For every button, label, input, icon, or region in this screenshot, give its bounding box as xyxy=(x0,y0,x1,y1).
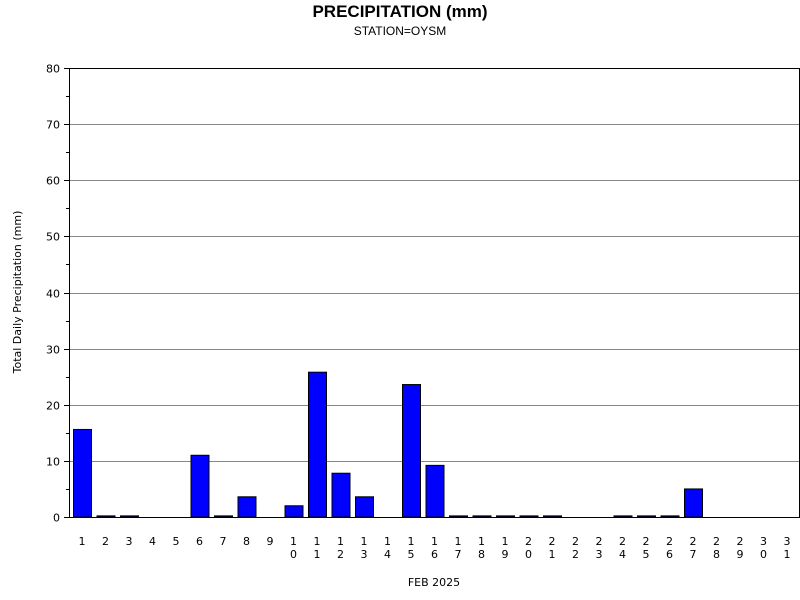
bar-day-10 xyxy=(284,505,304,518)
bar-day-2 xyxy=(96,515,116,518)
x-tick-label: 3 xyxy=(361,548,368,561)
x-tick-label: 1 xyxy=(502,535,509,548)
x-tick-label: 1 xyxy=(79,535,86,548)
x-tick-label: 2 xyxy=(572,548,579,561)
x-tick-label: 3 xyxy=(596,548,603,561)
bar-day-21 xyxy=(543,515,562,518)
bar-day-16 xyxy=(425,464,445,518)
x-axis: 1 2 3 4 5 6 7 8 9 1011121314151617181920212223242… xyxy=(79,535,791,561)
x-tick-label: 7 xyxy=(220,535,227,548)
bar-day-6 xyxy=(190,454,210,518)
x-tick-label: 4 xyxy=(619,548,626,561)
x-tick-label: 3 xyxy=(126,535,133,548)
x-tick-label: 7 xyxy=(690,548,697,561)
x-tick-label: 1 xyxy=(431,535,438,548)
x-tick-label: 5 xyxy=(408,548,415,561)
x-tick-label: 6 xyxy=(431,548,438,561)
x-tick-label: 9 xyxy=(502,548,509,561)
x-tick-label: 2 xyxy=(690,535,697,548)
bar-day-20 xyxy=(519,515,539,518)
chart-title: PRECIPITATION (mm) xyxy=(312,2,488,21)
y-tick-label: 30 xyxy=(46,344,60,357)
y-tick-label: 70 xyxy=(46,119,60,132)
x-tick-label: 3 xyxy=(784,535,791,548)
y-axis: 0 10 20 30 40 50 60 70 80 xyxy=(46,63,69,525)
bar-day-27 xyxy=(684,488,703,518)
x-tick-label: 2 xyxy=(549,535,556,548)
x-tick-label: 2 xyxy=(102,535,109,548)
x-tick-label: 9 xyxy=(267,535,274,548)
bar-day-1 xyxy=(73,428,92,518)
x-tick-label: 1 xyxy=(290,535,297,548)
x-tick-label: 0 xyxy=(525,548,532,561)
x-tick-label: 1 xyxy=(478,535,485,548)
x-tick-label: 1 xyxy=(549,548,556,561)
y-tick-label: 60 xyxy=(46,175,60,188)
x-tick-label: 4 xyxy=(384,548,391,561)
x-tick-label: 1 xyxy=(337,535,344,548)
y-tick-label: 40 xyxy=(46,288,60,301)
x-tick-label: 2 xyxy=(737,535,744,548)
x-tick-label: 0 xyxy=(760,548,767,561)
y-tick-label: 80 xyxy=(46,63,60,76)
x-tick-label: 1 xyxy=(361,535,368,548)
x-tick-label: 8 xyxy=(243,535,250,548)
chart-subtitle: STATION=OYSM xyxy=(353,24,447,38)
x-tick-label: 3 xyxy=(760,535,767,548)
bar-day-3 xyxy=(120,515,139,518)
x-tick-label: 1 xyxy=(384,535,391,548)
bar-day-19 xyxy=(496,515,515,518)
x-tick-label: 0 xyxy=(290,548,297,561)
bar-day-25 xyxy=(637,515,656,518)
x-tick-label: 2 xyxy=(666,535,673,548)
bar-day-15 xyxy=(402,384,421,518)
x-tick-label: 7 xyxy=(455,548,462,561)
x-tick-label: 6 xyxy=(666,548,673,561)
y-tick-label: 0 xyxy=(53,512,60,525)
bar-day-24 xyxy=(613,515,633,518)
y-tick-label: 10 xyxy=(46,456,60,469)
y-tick-label: 20 xyxy=(46,400,60,413)
x-tick-label: 6 xyxy=(196,535,203,548)
bar-day-11 xyxy=(308,371,327,518)
bar-day-8 xyxy=(237,496,257,518)
x-tick-label: 8 xyxy=(478,548,485,561)
y-tick-label: 50 xyxy=(46,231,60,244)
x-tick-label: 2 xyxy=(619,535,626,548)
x-tick-label: 1 xyxy=(408,535,415,548)
bar-day-13 xyxy=(355,496,374,518)
x-tick-label: 1 xyxy=(314,548,321,561)
x-tick-label: 5 xyxy=(643,548,650,561)
bar-day-26 xyxy=(660,515,680,518)
x-tick-label: 2 xyxy=(713,535,720,548)
x-tick-label: 2 xyxy=(525,535,532,548)
x-tick-label: 2 xyxy=(643,535,650,548)
bar-day-12 xyxy=(331,472,351,518)
x-tick-label: 5 xyxy=(173,535,180,548)
x-tick-label: 8 xyxy=(713,548,720,561)
x-tick-label: 2 xyxy=(596,535,603,548)
x-tick-label: 1 xyxy=(784,548,791,561)
bars xyxy=(73,371,703,518)
x-tick-label: 1 xyxy=(455,535,462,548)
x-tick-label: 1 xyxy=(314,535,321,548)
gridlines xyxy=(69,68,800,462)
x-tick-label: 2 xyxy=(572,535,579,548)
bar-day-17 xyxy=(449,515,468,518)
x-tick-label: 2 xyxy=(337,548,344,561)
bar-day-18 xyxy=(472,515,492,518)
x-tick-label: 9 xyxy=(737,548,744,561)
x-tick-label: 4 xyxy=(149,535,156,548)
x-axis-label: FEB 2025 xyxy=(408,576,460,589)
y-axis-label: Total Daily Precipitation (mm) xyxy=(11,211,24,375)
bar-day-7 xyxy=(214,515,233,518)
